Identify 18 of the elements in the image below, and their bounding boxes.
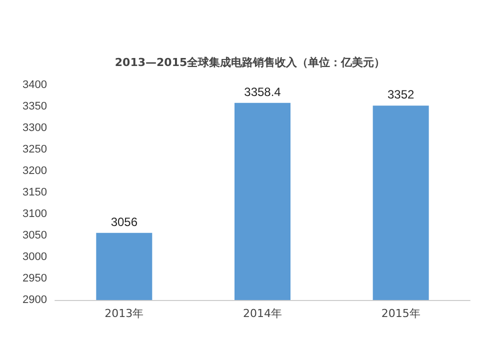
y-tick-label: 3350 [22,100,47,112]
y-tick-label: 3200 [22,165,47,177]
y-tick-label: 3050 [22,230,47,242]
y-tick-label: 3250 [22,144,47,156]
y-tick-label: 3150 [22,186,47,198]
x-tick-label: 2014年 [243,307,282,320]
y-tick-label: 3000 [22,251,47,263]
y-tick-label: 2950 [22,272,47,284]
chart-title: 2013—2015全球集成电路销售收入（单位：亿美元） [114,56,386,69]
data-label: 3358.4 [244,84,282,99]
x-tick-label: 2015年 [381,307,420,320]
data-label: 3352 [387,88,415,102]
y-tick-label: 3300 [22,122,47,134]
x-tick-label: 2013年 [104,307,144,320]
y-tick-label: 3400 [22,79,47,91]
data-label: 3056 [110,214,138,229]
y-tick-label: 2900 [22,294,47,306]
y-tick-label: 3100 [22,208,47,220]
